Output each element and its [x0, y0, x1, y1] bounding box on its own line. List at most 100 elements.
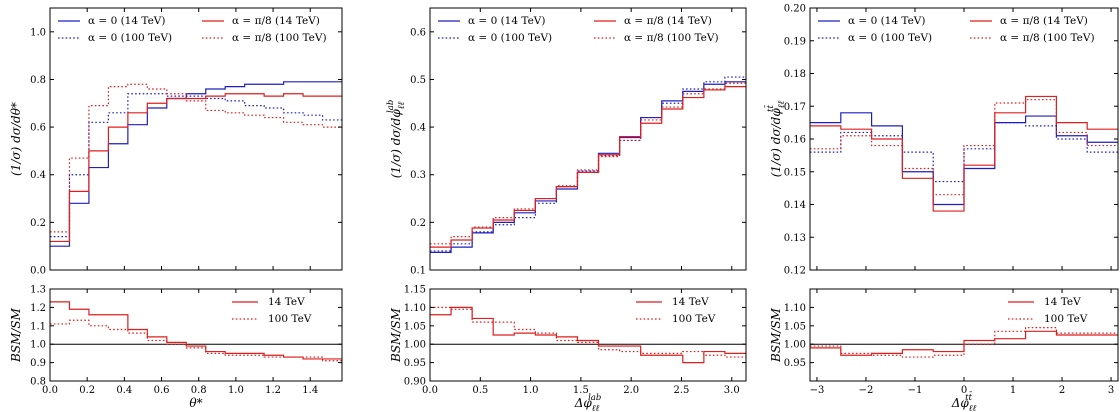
y-tick-label: 0.0 [30, 266, 46, 277]
x-tick-label: 0 [961, 385, 967, 396]
x-tick-label: −1 [908, 385, 923, 396]
x-tick-label: 2.0 [623, 385, 639, 396]
panel-2: 0.1 0.2 0.3 0.4 0.5 0.6 (1/σ) dσ/dφℓℓlab α = 0 … [386, 7, 747, 277]
y-tick-label: 1.0 [30, 340, 46, 351]
series-8-14-tev [50, 93, 342, 243]
legend-label: α = 0 (100 TeV) [88, 32, 172, 44]
y-tick-label: 0.1 [410, 266, 426, 277]
y-tick-label: 1.3 [30, 285, 46, 296]
y-tick-label: 0.2 [410, 218, 426, 229]
series-0-14-tev [50, 81, 342, 247]
legend-label: 14 TeV [1044, 296, 1081, 308]
legend-label: 100 TeV [672, 313, 716, 325]
series-100-tev [50, 319, 342, 362]
legend-label: α = 0 (100 TeV) [468, 32, 552, 44]
y-tick-label: 0.8 [30, 377, 46, 388]
x-tick-label: 1.0 [228, 385, 244, 396]
series-0-100-tev [430, 76, 746, 252]
y-tick-label: 0.4 [410, 123, 426, 134]
y-tick-label: 1.05 [404, 321, 426, 332]
legend-label: 14 TeV [672, 296, 709, 308]
x-tick-label: 0.8 [191, 385, 207, 396]
series-8-100-tev [50, 83, 342, 233]
x-tick-label: 0.6 [154, 385, 170, 396]
plot-frame [429, 288, 747, 382]
series-100-tev [810, 327, 1118, 358]
y-tick-label: 0.3 [410, 170, 426, 181]
y-tick-label: 0.13 [784, 233, 806, 244]
x-tick-label: 2.5 [674, 385, 690, 396]
x-tick-label: 1.2 [265, 385, 281, 396]
x-tick-label: 0.2 [79, 385, 95, 396]
axis-label: θ* [189, 396, 202, 410]
x-tick-label: 1.5 [573, 385, 589, 396]
legend-label: 100 TeV [268, 313, 312, 325]
series-14-tev [810, 330, 1118, 356]
y-tick-label: 1.00 [784, 340, 806, 351]
y-tick-label: 0.4 [30, 170, 46, 181]
x-tick-label: −3 [810, 385, 825, 396]
y-tick-label: 1.0 [30, 27, 46, 38]
y-tick-label: 1.00 [404, 340, 426, 351]
y-tick-label: 0.95 [404, 358, 426, 369]
axis-label: BSM/SM [769, 307, 783, 363]
y-tick-label: 0.8 [30, 75, 46, 86]
axis-label: BSM/SM [389, 307, 403, 363]
legend-label: α = π/8 (100 TeV) [1000, 32, 1095, 44]
y-tick-label: 0.20 [784, 4, 806, 15]
legend-label: 14 TeV [268, 296, 305, 308]
series-8-14-tev [430, 86, 746, 248]
series-8-100-tev [810, 99, 1118, 196]
y-tick-label: 0.6 [410, 27, 426, 38]
y-tick-label: 0.95 [784, 358, 806, 369]
legend-label: α = π/8 (100 TeV) [624, 32, 719, 44]
x-tick-label: 1.0 [523, 385, 539, 396]
y-tick-label: 0.90 [404, 377, 426, 388]
series-0-14-tev [430, 81, 746, 253]
y-tick-label: 1.15 [404, 285, 426, 296]
y-tick-label: 0.2 [30, 218, 46, 229]
legend-label: α = π/8 (14 TeV) [624, 15, 712, 27]
series-0-100-tev [50, 93, 342, 238]
plot-frame [49, 7, 343, 271]
axis-label: (1/σ) dσ/dφℓℓlab [386, 100, 407, 179]
legend: α = 0 (14 TeV) α = 0 (100 TeV) α = π/8 (14… [58, 15, 327, 44]
y-tick-label: 0.5 [410, 75, 426, 86]
plot-frame [809, 7, 1119, 271]
x-tick-label: 0.0 [42, 385, 58, 396]
x-tick-label: 3 [1108, 385, 1114, 396]
legend-label: α = π/8 (14 TeV) [1000, 15, 1088, 27]
axis-label: (1/σ) dσ/dφℓℓtt̄ [764, 100, 787, 177]
x-tick-label: −2 [859, 385, 874, 396]
legend-label: α = π/8 (100 TeV) [232, 32, 327, 44]
plot-frame [49, 288, 343, 382]
panel-5: 0.0 0.5 1.0 1.5 2.0 2.5 3.0 0.90 0.95 1.00 1.05 1.1… [389, 285, 747, 412]
axis-label: Δφℓℓlab [574, 393, 602, 412]
y-tick-label: 1.1 [30, 321, 46, 332]
axis-label: Δφℓℓtt̄ [951, 391, 977, 412]
x-tick-label: 1 [1010, 385, 1016, 396]
x-tick-label: 0.4 [116, 385, 132, 396]
x-tick-label: 2 [1059, 385, 1065, 396]
legend: α = 0 (14 TeV) α = 0 (100 TeV) α = π/8 (14… [818, 15, 1095, 44]
legend: 14 TeV 100 TeV [1008, 296, 1088, 325]
x-tick-label: 3.0 [724, 385, 740, 396]
legend-label: α = 0 (14 TeV) [468, 15, 545, 27]
x-tick-label: 1.4 [302, 385, 318, 396]
y-tick-label: 0.15 [784, 167, 806, 178]
x-tick-label: 0.5 [472, 385, 488, 396]
legend: α = 0 (14 TeV) α = 0 (100 TeV) α = π/8 (14… [438, 15, 719, 44]
legend-label: α = 0 (100 TeV) [848, 32, 932, 44]
y-tick-label: 1.2 [30, 303, 46, 314]
y-tick-label: 1.05 [784, 321, 806, 332]
y-tick-label: 0.14 [784, 200, 806, 211]
series-14-tev [430, 306, 746, 364]
y-tick-label: 0.19 [784, 36, 806, 47]
panel-4: 0.0 0.2 0.4 0.6 0.8 1.0 1.2 1.4 0.8 0.9 1.0 1.1 1.2 1… [9, 285, 343, 410]
series-8-100-tev [430, 82, 746, 245]
legend-label: α = 0 (14 TeV) [88, 15, 165, 27]
legend: 14 TeV 100 TeV [232, 296, 312, 325]
y-tick-label: 0.12 [784, 266, 806, 277]
axis-label: (1/σ) dσ/dθ* [9, 102, 23, 176]
